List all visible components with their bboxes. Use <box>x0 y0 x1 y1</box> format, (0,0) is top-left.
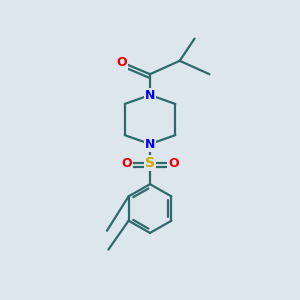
Text: S: S <box>145 156 155 170</box>
Text: O: O <box>116 56 127 69</box>
Text: O: O <box>169 157 179 170</box>
Text: N: N <box>145 88 155 101</box>
Text: O: O <box>121 157 131 170</box>
Text: N: N <box>145 138 155 151</box>
